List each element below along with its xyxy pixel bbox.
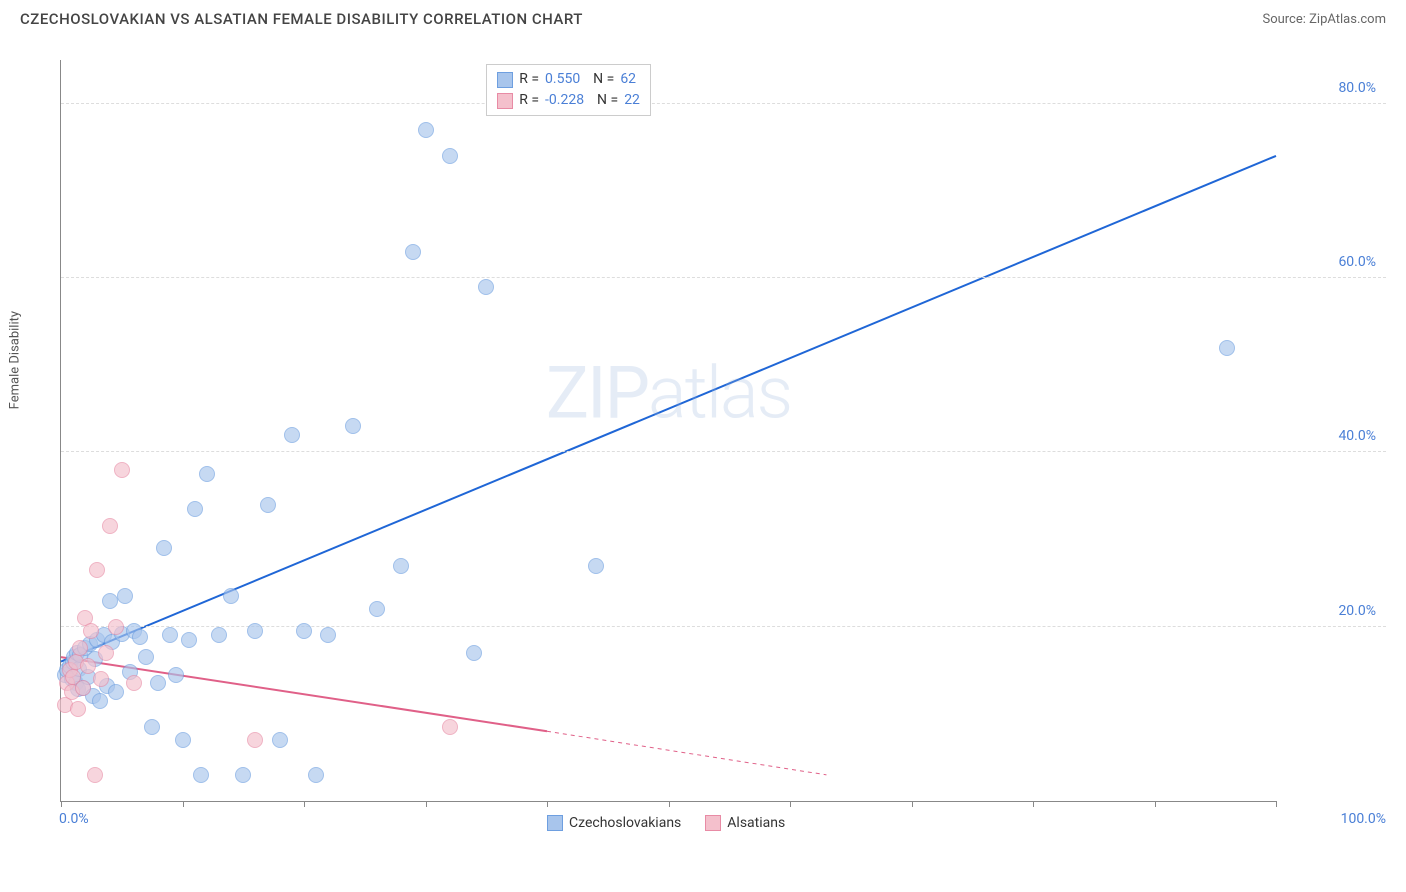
data-point [93,671,109,687]
data-point [108,619,124,635]
x-tick [669,801,670,807]
data-point [132,629,148,645]
swatch-alsatian-icon [705,815,721,831]
data-point [478,279,494,295]
legend-correlation-box: R = 0.550 N = 62 R = -0.228 N = 22 [486,64,651,116]
data-point [175,732,191,748]
data-point [144,719,160,735]
source-attribution: Source: ZipAtlas.com [1262,12,1386,27]
data-point [80,658,96,674]
data-point [126,675,142,691]
trendlines-svg [61,60,1276,801]
data-point [162,627,178,643]
data-point [87,767,103,783]
data-point [345,418,361,434]
data-point [260,497,276,513]
chart-container: Female Disability ZIPatlas R = 0.550 N =… [50,50,1386,852]
legend-label: Czechoslovakians [569,815,681,831]
data-point [1219,340,1235,356]
data-point [193,767,209,783]
swatch-alsatian-icon [497,93,513,109]
data-point [114,462,130,478]
data-point [247,732,263,748]
data-point [320,627,336,643]
swatch-czech-icon [497,72,513,88]
watermark: ZIPatlas [546,351,791,436]
y-tick-label: 60.0% [1338,254,1376,270]
data-point [187,501,203,517]
data-point [235,767,251,783]
data-point [442,148,458,164]
legend-row-series-b: R = -0.228 N = 22 [497,90,640,111]
data-point [108,684,124,700]
x-tick [912,801,913,807]
swatch-czech-icon [547,815,563,831]
data-point [102,593,118,609]
y-tick-label: 80.0% [1338,80,1376,96]
legend-item-czech: Czechoslovakians [547,815,681,831]
plot-area: ZIPatlas R = 0.550 N = 62 R = -0.228 N =… [60,60,1276,802]
data-point [393,558,409,574]
data-point [168,667,184,683]
data-point [272,732,288,748]
gridline [61,277,1386,278]
data-point [92,693,108,709]
data-point [117,588,133,604]
x-tick [304,801,305,807]
data-point [199,466,215,482]
data-point [72,640,88,656]
x-tick [1155,801,1156,807]
gridline [61,103,1386,104]
data-point [588,558,604,574]
data-point [247,623,263,639]
data-point [405,244,421,260]
x-tick [790,801,791,807]
x-tick [61,801,62,807]
x-tick [1276,801,1277,807]
data-point [98,645,114,661]
data-point [89,562,105,578]
legend-bottom: Czechoslovakians Alsatians [547,815,785,831]
data-point [223,588,239,604]
data-point [296,623,312,639]
data-point [466,645,482,661]
data-point [150,675,166,691]
chart-title: CZECHOSLOVAKIAN VS ALSATIAN FEMALE DISAB… [20,10,583,28]
data-point [83,623,99,639]
data-point [75,680,91,696]
data-point [181,632,197,648]
x-tick [183,801,184,807]
data-point [211,627,227,643]
x-tick [426,801,427,807]
x-tick-label: 100.0% [1341,811,1386,827]
y-tick-label: 20.0% [1338,603,1376,619]
legend-row-series-a: R = 0.550 N = 62 [497,69,640,90]
y-tick-label: 40.0% [1338,428,1376,444]
data-point [102,518,118,534]
data-point [284,427,300,443]
data-point [138,649,154,665]
y-axis-label: Female Disability [8,311,23,409]
x-tick-label: 0.0% [59,811,89,827]
gridline [61,451,1386,452]
x-tick [547,801,548,807]
legend-item-alsatian: Alsatians [705,815,785,831]
x-tick [1033,801,1034,807]
data-point [308,767,324,783]
data-point [418,122,434,138]
data-point [70,701,86,717]
data-point [369,601,385,617]
data-point [442,719,458,735]
data-point [156,540,172,556]
legend-label: Alsatians [727,815,785,831]
